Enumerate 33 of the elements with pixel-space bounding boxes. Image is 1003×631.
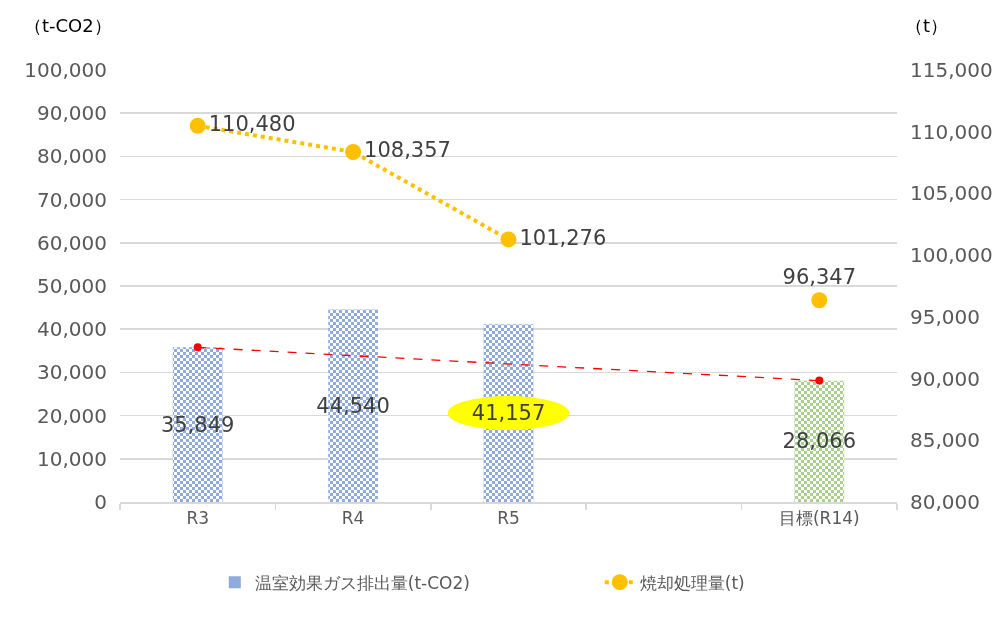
y2-tick-label: 90,000 <box>910 366 980 391</box>
y-tick-label: 30,000 <box>37 360 107 385</box>
data-label: 96,347 <box>782 264 857 289</box>
y-tick-label: 100,000 <box>24 58 107 82</box>
y2-axis-title: （t） <box>905 15 949 36</box>
data-label: 110,480 <box>208 112 296 137</box>
y-tick-label: 70,000 <box>37 187 107 212</box>
legend-label: 温室効果ガス排出量(t-CO2) <box>254 572 470 593</box>
y2-tick-label: 85,000 <box>910 428 980 453</box>
legend-label: 焼却処理量(t) <box>639 572 745 593</box>
data-label: 108,357 <box>364 138 451 163</box>
y2-tick-label: 100,000 <box>910 243 993 268</box>
y-tick-label: 40,000 <box>37 317 107 342</box>
y2-tick-label: 95,000 <box>910 304 980 329</box>
data-label: 41,157 <box>471 401 546 426</box>
y-tick-label: 50,000 <box>37 274 107 298</box>
data-label: 101,276 <box>519 225 607 250</box>
y-axis-title: （t-CO2） <box>24 15 112 36</box>
y2-tick-label: 115,000 <box>910 58 993 82</box>
y-tick-label: 90,000 <box>37 101 107 126</box>
y2-tick-label: 105,000 <box>910 181 993 206</box>
y-tick-label: 20,000 <box>37 403 107 428</box>
x-tick-label: 目標(R14) <box>778 507 860 528</box>
y-tick-label: 10,000 <box>37 446 107 471</box>
point <box>811 292 828 309</box>
y-tick-label: 80,000 <box>37 144 107 169</box>
y2-tick-label: 110,000 <box>910 119 993 144</box>
x-tick-label: R3 <box>186 507 210 528</box>
y-tick-label: 0 <box>94 490 107 514</box>
x-tick-label: R5 <box>497 507 520 528</box>
y-tick-label: 60,000 <box>37 230 107 255</box>
x-tick-label: R4 <box>341 507 365 528</box>
y2-tick-label: 80,000 <box>910 490 980 514</box>
